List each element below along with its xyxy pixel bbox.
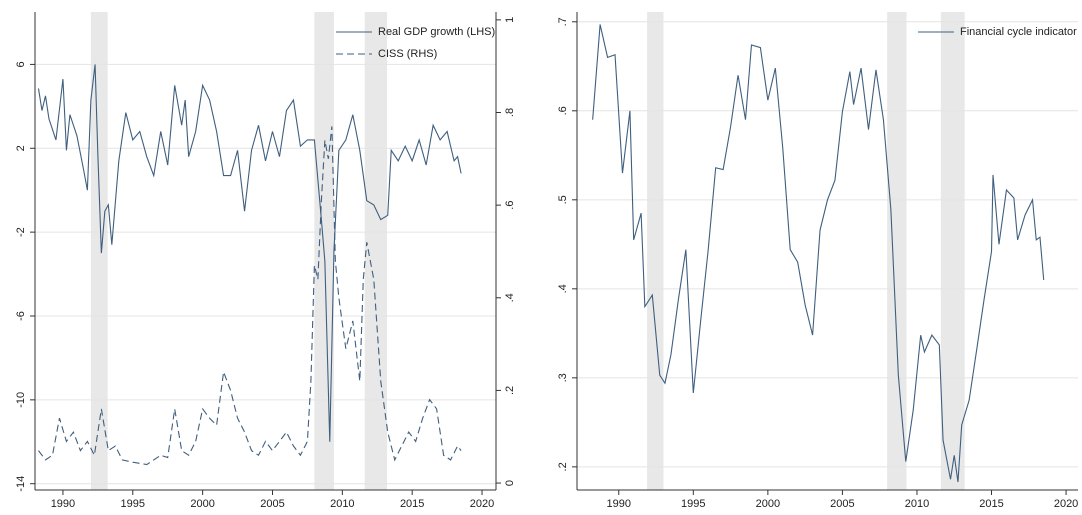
y-tick-label: .5 bbox=[557, 195, 569, 204]
series-line bbox=[37, 64, 462, 442]
y-tick-label: 6 bbox=[15, 61, 27, 67]
shaded-period bbox=[647, 12, 664, 490]
y2-tick-label: 1 bbox=[504, 17, 516, 23]
shaded-period bbox=[90, 12, 108, 490]
y2-tick-label: .8 bbox=[504, 108, 516, 117]
y-tick-label: -2 bbox=[15, 227, 27, 237]
series-line bbox=[38, 126, 462, 466]
y-tick-label: -6 bbox=[15, 311, 27, 321]
shaded-period bbox=[887, 12, 907, 490]
y-tick-label: .3 bbox=[557, 373, 569, 382]
x-tick-label: 1990 bbox=[51, 498, 75, 510]
x-tick-label: 2015 bbox=[400, 498, 424, 510]
y-tick-label: .6 bbox=[557, 106, 569, 115]
y-tick-label: .4 bbox=[557, 284, 569, 293]
legend-label: CISS (RHS) bbox=[378, 48, 437, 60]
x-tick-label: 2000 bbox=[190, 498, 214, 510]
x-tick-label: 2005 bbox=[260, 498, 284, 510]
y-tick-label: 2 bbox=[15, 145, 27, 151]
series-line bbox=[592, 24, 1045, 483]
x-tick-label: 2005 bbox=[830, 498, 854, 510]
x-tick-label: 2020 bbox=[1054, 498, 1078, 510]
x-tick-label: 1990 bbox=[607, 498, 631, 510]
legend-label: Real GDP growth (LHS) bbox=[378, 26, 495, 38]
legend-label: Financial cycle indicator bbox=[960, 26, 1077, 38]
x-tick-label: 1995 bbox=[681, 498, 705, 510]
y-tick-label: -10 bbox=[15, 392, 27, 408]
x-tick-label: 1995 bbox=[121, 498, 145, 510]
y2-tick-label: 0 bbox=[504, 480, 516, 486]
y2-tick-label: .6 bbox=[504, 201, 516, 210]
shaded-period bbox=[364, 12, 388, 490]
y-tick-label: .7 bbox=[557, 17, 569, 26]
x-tick-label: 2010 bbox=[330, 498, 354, 510]
y-tick-label: .2 bbox=[557, 462, 569, 471]
x-tick-label: 2010 bbox=[905, 498, 929, 510]
x-tick-label: 2000 bbox=[756, 498, 780, 510]
y2-tick-label: .4 bbox=[504, 293, 516, 302]
x-tick-label: 2020 bbox=[470, 498, 494, 510]
shaded-period bbox=[940, 12, 965, 490]
y-tick-label: -14 bbox=[15, 476, 27, 492]
y2-tick-label: .2 bbox=[504, 386, 516, 395]
x-tick-label: 2015 bbox=[979, 498, 1003, 510]
